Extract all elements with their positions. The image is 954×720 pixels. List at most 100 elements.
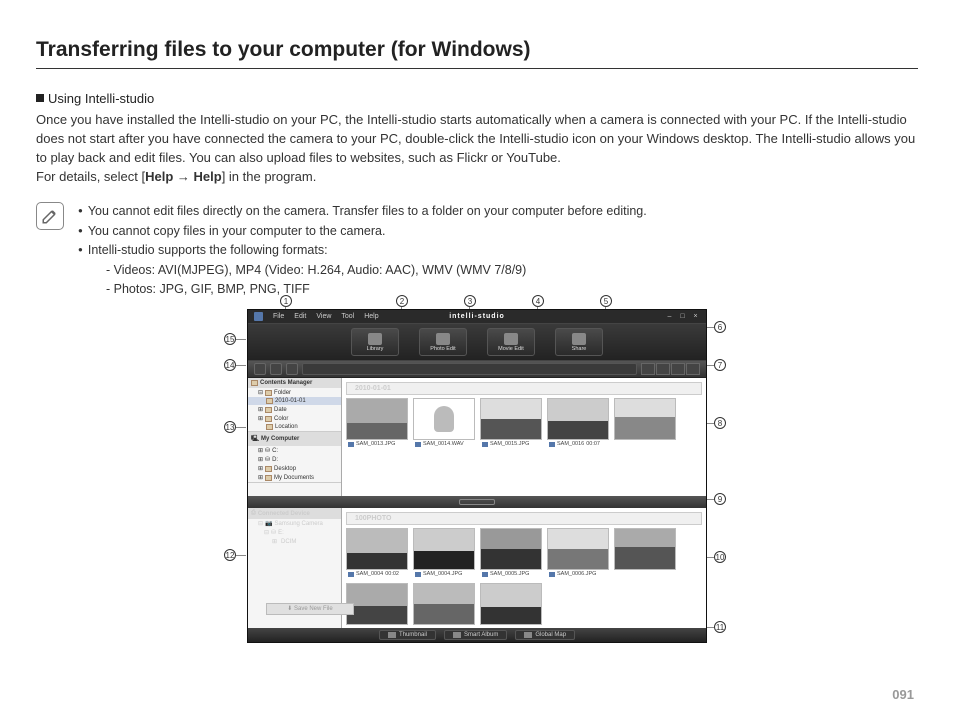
maximize-icon[interactable]: □ — [678, 313, 687, 320]
thumbnail-item[interactable]: SAM_0013.JPG — [346, 398, 408, 448]
menu-help[interactable]: Help — [364, 313, 378, 320]
sidebar-date-folder[interactable]: 2010-01-01 — [248, 397, 341, 405]
device-area: ⎙ Connected Device ⊟ 📷 Samsung Camera ⊟ … — [248, 508, 706, 628]
connected-device-title: ⎙ Connected Device — [248, 508, 341, 519]
movie-edit-icon — [504, 333, 518, 345]
menu-file[interactable]: File — [273, 313, 284, 320]
sidebar-camera[interactable]: ⊟ 📷 Samsung Camera — [248, 519, 341, 528]
tab-smart-album[interactable]: Smart Album — [444, 630, 507, 640]
thumbnail-item[interactable] — [480, 583, 542, 625]
file-type-icon — [348, 572, 354, 577]
device-sidebar: ⎙ Connected Device ⊟ 📷 Samsung Camera ⊟ … — [248, 508, 342, 628]
drive-icon: ⛁ — [265, 456, 270, 463]
bottombar: Thumbnail Smart Album Global Map — [248, 628, 706, 642]
callout-14: 14 — [224, 359, 236, 371]
sidebar-location[interactable]: Location — [248, 423, 341, 431]
thumbnail-item[interactable]: SAM_0015.JPG — [480, 398, 542, 448]
global-map-icon — [524, 632, 532, 638]
video-thumb-icon — [346, 528, 408, 570]
callout-2: 2 — [396, 295, 408, 307]
splitter-handle-icon — [459, 499, 495, 505]
note-item-1: You cannot edit files directly on the ca… — [78, 202, 647, 221]
modebar: Library Photo Edit Movie Edit Share — [248, 324, 706, 361]
thumbnail-item[interactable] — [413, 583, 475, 625]
thumbnail-item[interactable] — [614, 528, 676, 578]
detail-suffix: ] in the program. — [222, 169, 317, 184]
breadcrumb[interactable] — [302, 363, 637, 375]
sidebar-drive-c[interactable]: ⊞ ⛁ C: — [248, 446, 341, 455]
view-list-button[interactable] — [671, 363, 685, 375]
help-menu-1: Help — [145, 169, 173, 184]
sidebar-desktop[interactable]: ⊞ Desktop — [248, 464, 341, 473]
mode-share-button[interactable]: Share — [555, 328, 603, 356]
thumbnail-item[interactable]: SAM_0004 00:02 — [346, 528, 408, 578]
file-type-icon — [415, 572, 421, 577]
thumbnail-item[interactable] — [346, 583, 408, 625]
intelli-studio-window: File Edit View Tool Help intelli-studio … — [247, 309, 707, 643]
close-icon[interactable]: × — [691, 313, 700, 320]
save-new-file-button[interactable]: ⬇ Save New File — [266, 603, 354, 615]
photo-thumb-icon — [480, 398, 542, 440]
note-icon — [36, 202, 64, 230]
contents-manager-title: Contents Manager — [248, 378, 341, 388]
thumbnail-item[interactable]: SAM_0004.JPG — [413, 528, 475, 578]
thumbnail-item[interactable]: SAM_0006.JPG — [547, 528, 609, 578]
folder-icon — [251, 380, 258, 386]
note-item-3b: Photos: JPG, GIF, BMP, PNG, TIFF — [106, 280, 647, 299]
note-item-2: You cannot copy files in your computer t… — [78, 222, 647, 241]
view-grid-button[interactable] — [656, 363, 670, 375]
thumbnail-item[interactable]: SAM_0016 00:07 — [547, 398, 609, 448]
sidebar-dcim[interactable]: ⊞ DCIM — [248, 537, 341, 546]
thumbnail-item[interactable]: SAM_0014.WAV — [413, 398, 475, 448]
file-type-icon — [415, 442, 421, 447]
sidebar-drive-e[interactable]: ⊟ ⛁ E: — [248, 528, 341, 537]
folder-header-bottom[interactable]: 100PHOTO — [346, 512, 702, 525]
sidebar-color[interactable]: ⊞ Color — [248, 414, 341, 423]
tab-thumbnail[interactable]: Thumbnail — [379, 630, 436, 640]
share-icon — [572, 333, 586, 345]
sidebar-documents[interactable]: ⊞ My Documents — [248, 473, 341, 482]
sidebar-folder[interactable]: ⊟ Folder — [248, 388, 341, 397]
help-menu-2: Help — [194, 169, 222, 184]
mode-movie-edit-button[interactable]: Movie Edit — [487, 328, 535, 356]
thumbnail-item[interactable]: SAM_0005.JPG — [480, 528, 542, 578]
folder-icon — [265, 407, 272, 413]
minimize-icon[interactable]: – — [665, 313, 674, 320]
page-number: 091 — [892, 687, 914, 702]
callout-6: 6 — [714, 321, 726, 333]
nav-forward-button[interactable] — [270, 363, 282, 375]
intro-paragraph: Once you have installed the Intelli-stud… — [36, 111, 918, 186]
folder-header-top[interactable]: 2010-01-01 — [346, 382, 702, 395]
menu-view[interactable]: View — [316, 313, 331, 320]
photo-edit-icon — [436, 333, 450, 345]
figure-wrap: 1 2 3 4 5 15 14 13 12 6 7 8 9 10 11 File… — [232, 309, 722, 643]
audio-thumb-icon — [413, 398, 475, 440]
tab-global-map[interactable]: Global Map — [515, 630, 575, 640]
callout-8: 8 — [714, 417, 726, 429]
thumbnail-pane-top: 2010-01-01 SAM_0013.JPG SAM_0014.WAV SAM… — [342, 378, 706, 496]
thumb-row: SAM_0004 00:02 SAM_0004.JPG SAM_0005.JPG… — [346, 528, 702, 625]
nav-up-button[interactable] — [286, 363, 298, 375]
callout-15: 15 — [224, 333, 236, 345]
mode-photo-edit-button[interactable]: Photo Edit — [419, 328, 467, 356]
menu-tool[interactable]: Tool — [341, 313, 354, 320]
folder-icon — [265, 475, 272, 481]
sidebar-drive-d[interactable]: ⊞ ⛁ D: — [248, 455, 341, 464]
splitter-bar[interactable] — [248, 496, 706, 508]
note-list: You cannot edit files directly on the ca… — [78, 202, 647, 299]
my-computer-title: 🖳 My Computer — [248, 432, 341, 446]
thumb-row: SAM_0013.JPG SAM_0014.WAV SAM_0015.JPG S… — [346, 398, 702, 448]
main-area: Contents Manager ⊟ Folder 2010-01-01 ⊞ D… — [248, 378, 706, 496]
view-settings-button[interactable] — [686, 363, 700, 375]
sidebar-date[interactable]: ⊞ Date — [248, 405, 341, 414]
nav-back-button[interactable] — [254, 363, 266, 375]
drive-icon: ⛁ — [265, 447, 270, 454]
video-thumb-icon — [547, 398, 609, 440]
view-all-button[interactable] — [641, 363, 655, 375]
mode-library-button[interactable]: Library — [351, 328, 399, 356]
thumbnail-item[interactable] — [614, 398, 676, 448]
library-icon — [368, 333, 382, 345]
callout-10: 10 — [714, 551, 726, 563]
smart-album-icon — [453, 632, 461, 638]
menu-edit[interactable]: Edit — [294, 313, 306, 320]
